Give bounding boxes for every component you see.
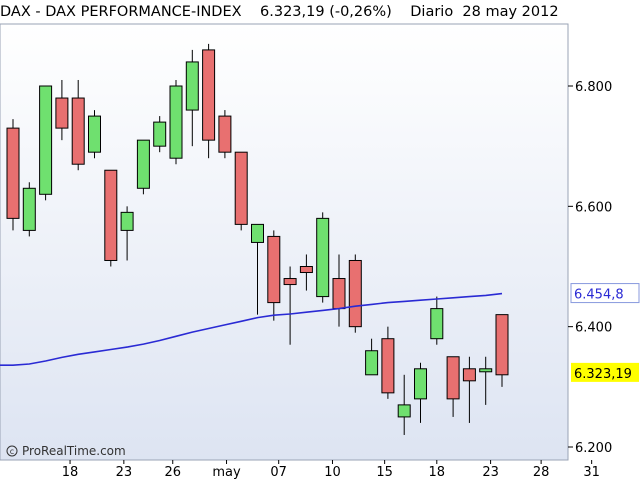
x-tick-label: 10 (324, 465, 341, 480)
candles (6, 43, 509, 435)
candle-body-down (6, 127, 20, 219)
moving-average-line (0, 292, 503, 366)
candle-body-up (251, 223, 264, 243)
candle-body-down (71, 97, 85, 165)
x-axis: 18 23 26 may 07 10 15 18 23 28 31 (62, 460, 600, 480)
x-tick-label: 18 (429, 465, 446, 480)
watermark: c ProRealTime.com (6, 444, 126, 458)
last-price-change: 6.323,19 (-0,26%) (260, 4, 392, 20)
candle-body-up (120, 211, 134, 231)
candle-body-down (332, 278, 346, 310)
candle-body-down (104, 169, 118, 261)
x-tick-label: 15 (376, 465, 393, 480)
candle-body-down (299, 266, 313, 274)
candle-body-up (88, 115, 101, 153)
candle-body-down (462, 368, 476, 382)
candle-body-down (495, 314, 509, 376)
x-tick-label: 18 (62, 465, 79, 480)
candle-body-up (414, 368, 427, 400)
x-tick-label: 31 (583, 465, 600, 480)
y-tick-label: 6.400 (575, 321, 612, 336)
x-tick-label: 23 (482, 465, 499, 480)
candle-body-up (316, 217, 330, 298)
y-axis: 6.200 6.400 6.600 6.800 (568, 80, 612, 456)
chart-header: DAX - DAX PERFORMANCE-INDEX 6.323,19 (-0… (0, 4, 559, 22)
copyright-icon (6, 445, 18, 457)
candle-body-up (185, 61, 199, 111)
y-tick-label: 6.600 (575, 200, 612, 215)
copyright-c: c (10, 447, 14, 456)
ma-value-label: 6.454,8 (574, 288, 624, 303)
candle-body-up (430, 308, 444, 340)
candle-body-down (234, 151, 248, 225)
candle-body-down (446, 356, 460, 400)
candle-body-down (381, 338, 395, 394)
last-price-box (571, 362, 639, 382)
candle-body-up (153, 121, 167, 147)
watermark-text: ProRealTime.com (22, 444, 126, 458)
candle-body-down (267, 235, 281, 304)
candle-body-down (348, 259, 362, 328)
candle-body-down (55, 97, 69, 129)
candle-body-up (39, 85, 53, 195)
x-tick-label: 26 (164, 465, 181, 480)
candle-body-down (218, 115, 232, 153)
x-tick-label: 28 (533, 465, 550, 480)
last-price-label: 6.323,19 (574, 367, 632, 382)
price-labels: 6.454,8 6.323,19 (570, 283, 640, 382)
y-tick-label: 6.800 (575, 80, 612, 95)
candle-body-up (397, 404, 411, 418)
candle-body-up (479, 368, 493, 373)
candle-body-up (22, 187, 36, 231)
candle-body-down (202, 49, 216, 141)
period: Diario (410, 4, 454, 20)
x-tick-label: may (212, 465, 241, 480)
instrument-name: DAX - DAX PERFORMANCE-INDEX (0, 4, 242, 20)
date: 28 may 2012 (462, 4, 559, 20)
candle-body-up (365, 350, 379, 376)
ma-value-box (570, 283, 640, 304)
y-tick-label: 6.200 (575, 441, 612, 456)
x-tick-label: 23 (116, 465, 133, 480)
candle-body-down (283, 278, 297, 286)
x-tick-label: 07 (270, 465, 287, 480)
candle-body-up (169, 85, 183, 159)
plot-area (0, 23, 569, 461)
candle-body-up (136, 139, 150, 189)
